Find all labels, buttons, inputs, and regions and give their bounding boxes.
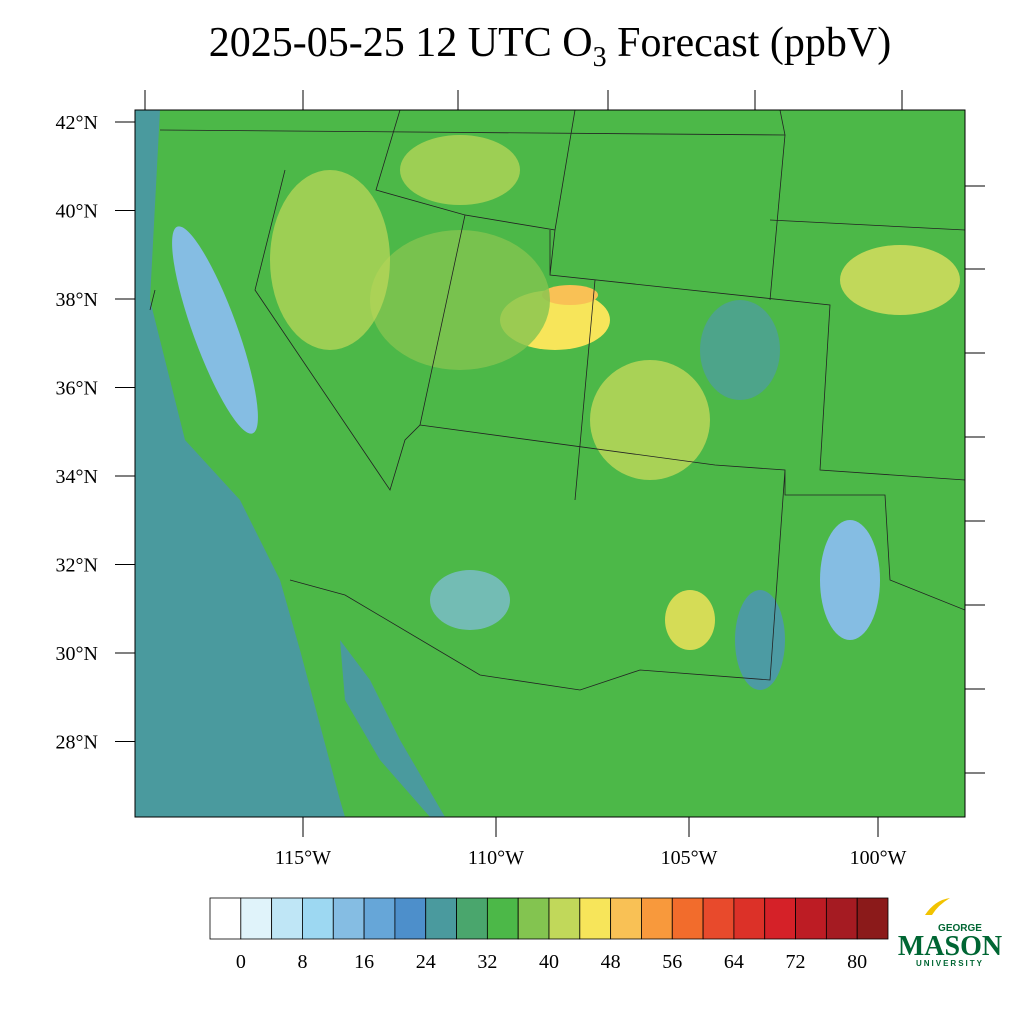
colorbar-swatch [764,897,796,940]
lon-label: 100°W [850,847,907,869]
colorbar-label: 16 [354,951,374,973]
colorbar-swatch [240,897,273,940]
lat-label: 36°N [56,378,98,400]
colorbar-swatch [332,897,365,940]
colorbar-label: 24 [416,951,436,973]
colorbar-swatch [795,897,827,940]
colorbar-label: 8 [297,951,307,973]
colorbar-swatch [271,897,303,940]
colorbar-swatch [548,897,581,940]
colorbar-swatch [702,897,735,940]
colorbar-label: 48 [601,951,621,973]
lat-label: 42°N [56,112,98,134]
logo-main: MASON [898,931,1002,962]
lat-label: 34°N [56,466,98,488]
lat-label: 28°N [56,732,98,754]
colorbar: 0 8 16 24 32 40 48 56 64 72 80 [209,897,889,973]
map-title: 2025-05-25 12 UTC O3 Forecast (ppbV) [209,20,891,73]
colorbar-label: 0 [236,951,246,973]
lat-label: 40°N [56,201,98,223]
colorbar-swatch [302,897,334,940]
colorbar-label: 40 [539,951,559,973]
colorbar-swatch [610,897,642,940]
lon-label: 115°W [275,847,331,869]
colorbar-swatch [825,897,858,940]
colorbar-swatch [856,897,889,940]
logo: GEORGE MASON UNIVERSITY [898,898,1002,968]
colorbar-swatch [425,897,457,940]
title-text: Forecast (ppbV) [607,20,892,66]
title-subscript: 3 [593,42,607,73]
colorbar-swatch [394,897,427,940]
logo-top: GEORGE [938,923,982,934]
colorbar-swatch [733,897,766,940]
colorbar-label: 72 [786,951,806,973]
logo-bottom: UNIVERSITY [916,959,984,968]
colorbar-label: 64 [724,951,744,973]
colorbar-swatch [363,897,396,940]
lat-label: 38°N [56,289,98,311]
colorbar-swatch [486,897,519,940]
lon-label: 110°W [468,847,524,869]
lon-label: 105°W [661,847,718,869]
colorbar-swatch [456,897,488,940]
colorbar-label: 32 [477,951,497,973]
map [134,90,985,818]
colorbar-swatch [517,897,550,940]
colorbar-label: 56 [662,951,682,973]
colorbar-swatch [671,897,704,940]
colorbar-label: 80 [847,951,867,973]
colorbar-swatch [641,897,673,940]
lat-label: 30°N [56,643,98,665]
axes: 42°N 40°N 38°N 36°N 34°N 32°N 30°N 28°N 115°W 110… [56,112,907,869]
colorbar-swatch [209,897,242,940]
title-text: 2025-05-25 12 UTC O [209,20,593,66]
colorbar-swatch [579,897,612,940]
lat-label: 32°N [56,555,98,577]
